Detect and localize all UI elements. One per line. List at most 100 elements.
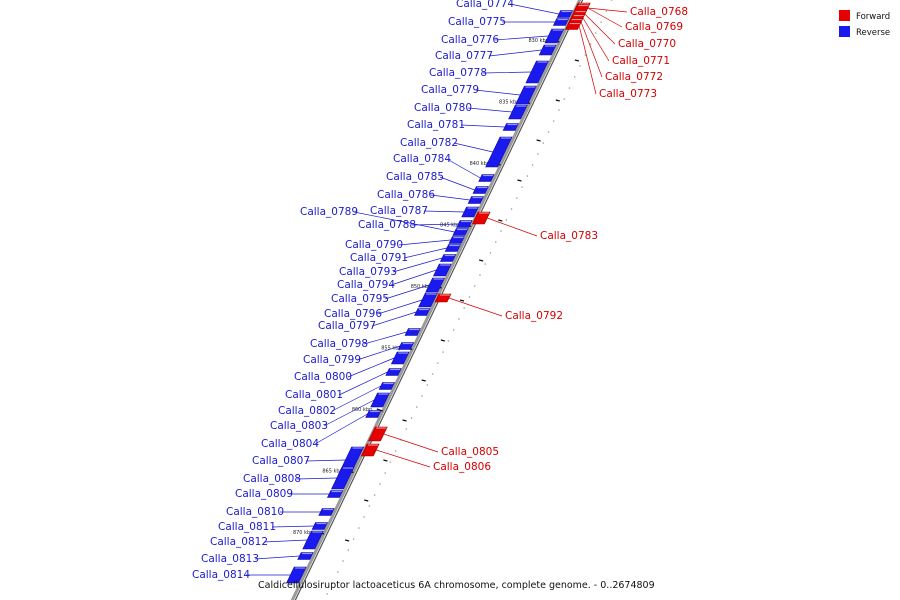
gene-label-calla-0772[interactable]: Calla_0772 (605, 71, 663, 83)
gene-calla-0776[interactable] (544, 28, 565, 44)
gene-label-calla-0786[interactable]: Calla_0786 (377, 189, 435, 201)
gene-calla-0779[interactable] (515, 85, 537, 105)
gene-block[interactable] (508, 104, 528, 120)
gene-calla-0777[interactable] (538, 44, 557, 56)
gene-label-calla-0774[interactable]: Calla_0774 (456, 0, 514, 10)
gene-block[interactable] (360, 443, 380, 457)
gene-label-calla-0796[interactable]: Calla_0796 (324, 308, 382, 320)
gene-label-calla-0804[interactable]: Calla_0804 (261, 438, 319, 450)
gene-calla-0801[interactable] (385, 368, 402, 376)
gene-block[interactable] (544, 28, 565, 44)
gene-calla-0778[interactable] (525, 60, 549, 84)
gene-block[interactable] (456, 220, 473, 228)
gene-calla-0785[interactable] (472, 186, 489, 194)
gene-label-calla-0788[interactable]: Calla_0788 (358, 219, 416, 231)
gene-calla-0775[interactable] (552, 18, 570, 26)
gene-label-calla-0809[interactable]: Calla_0809 (235, 488, 293, 500)
gene-label-calla-0814[interactable]: Calla_0814 (192, 569, 250, 581)
gene-label-calla-0783[interactable]: Calla_0783 (540, 230, 598, 242)
gene-label-calla-0785[interactable]: Calla_0785 (386, 171, 444, 183)
gene-block[interactable] (556, 10, 574, 18)
gene-calla-0784[interactable] (478, 174, 495, 182)
gene-calla-0773[interactable] (565, 22, 582, 30)
gene-block[interactable] (471, 211, 491, 225)
gene-block[interactable] (397, 342, 415, 350)
gene-block[interactable] (297, 552, 314, 560)
gene-label-calla-0768[interactable]: Calla_0768 (630, 6, 688, 18)
gene-block[interactable] (439, 254, 457, 262)
gene-block[interactable] (525, 60, 549, 84)
gene-calla-0789[interactable] (452, 228, 469, 236)
gene-calla-0793[interactable] (439, 254, 457, 262)
gene-block[interactable] (326, 490, 344, 498)
gene-calla-0804[interactable] (365, 410, 382, 418)
gene-label-calla-0813[interactable]: Calla_0813 (201, 553, 259, 565)
gene-block[interactable] (565, 22, 582, 30)
gene-label-calla-0782[interactable]: Calla_0782 (400, 137, 458, 149)
gene-block[interactable] (390, 351, 410, 365)
gene-block[interactable] (467, 196, 485, 204)
gene-label-calla-0794[interactable]: Calla_0794 (337, 279, 395, 291)
gene-calla-0795[interactable] (425, 277, 446, 293)
gene-label-calla-0779[interactable]: Calla_0779 (421, 84, 479, 96)
gene-calla-0782[interactable] (485, 136, 513, 168)
gene-calla-0802[interactable] (378, 382, 395, 390)
gene-block[interactable] (515, 85, 537, 105)
gene-calla-0809[interactable] (326, 490, 344, 498)
gene-block[interactable] (552, 18, 570, 26)
gene-block[interactable] (302, 530, 324, 550)
gene-block[interactable] (425, 277, 446, 293)
gene-block[interactable] (418, 292, 438, 308)
gene-calla-0808[interactable] (331, 466, 355, 490)
gene-label-calla-0800[interactable]: Calla_0800 (294, 371, 352, 383)
gene-calla-0810[interactable] (318, 508, 335, 516)
gene-block[interactable] (461, 206, 479, 218)
gene-calla-0783[interactable] (471, 211, 491, 225)
gene-label-calla-0812[interactable]: Calla_0812 (210, 536, 268, 548)
gene-calla-0774[interactable] (556, 10, 574, 18)
gene-calla-0780[interactable] (508, 104, 528, 120)
gene-label-calla-0806[interactable]: Calla_0806 (433, 461, 491, 473)
gene-calla-0797[interactable] (414, 308, 431, 316)
gene-block[interactable] (385, 368, 402, 376)
gene-calla-0811[interactable] (311, 522, 328, 530)
gene-calla-0781[interactable] (502, 123, 519, 131)
gene-block[interactable] (452, 228, 469, 236)
gene-block[interactable] (448, 236, 465, 244)
gene-calla-0796[interactable] (418, 292, 438, 308)
gene-calla-0791[interactable] (444, 244, 462, 252)
gene-calla-0788[interactable] (456, 220, 473, 228)
gene-label-calla-0807[interactable]: Calla_0807 (252, 455, 310, 467)
gene-label-calla-0771[interactable]: Calla_0771 (612, 55, 670, 67)
gene-label-calla-0793[interactable]: Calla_0793 (339, 266, 397, 278)
gene-block[interactable] (378, 382, 395, 390)
gene-block[interactable] (472, 186, 489, 194)
gene-calla-0769[interactable] (573, 4, 590, 12)
gene-label-calla-0787[interactable]: Calla_0787 (370, 205, 428, 217)
gene-label-calla-0805[interactable]: Calla_0805 (441, 446, 499, 458)
gene-calla-0812[interactable] (302, 530, 324, 550)
gene-label-calla-0803[interactable]: Calla_0803 (270, 420, 328, 432)
gene-label-calla-0790[interactable]: Calla_0790 (345, 239, 403, 251)
gene-block[interactable] (404, 328, 421, 336)
gene-label-calla-0811[interactable]: Calla_0811 (218, 521, 276, 533)
gene-label-calla-0810[interactable]: Calla_0810 (226, 506, 284, 518)
gene-calla-0806[interactable] (360, 443, 380, 457)
gene-label-calla-0777[interactable]: Calla_0777 (435, 50, 493, 62)
gene-label-calla-0797[interactable]: Calla_0797 (318, 320, 376, 332)
gene-calla-0786[interactable] (467, 196, 485, 204)
gene-block[interactable] (538, 44, 557, 56)
gene-label-calla-0776[interactable]: Calla_0776 (441, 34, 499, 46)
gene-block[interactable] (478, 174, 495, 182)
gene-block[interactable] (286, 566, 307, 584)
gene-label-calla-0789[interactable]: Calla_0789 (300, 206, 358, 218)
gene-label-calla-0808[interactable]: Calla_0808 (243, 473, 301, 485)
gene-calla-0805[interactable] (368, 426, 388, 442)
gene-block[interactable] (414, 308, 431, 316)
gene-label-calla-0780[interactable]: Calla_0780 (414, 102, 472, 114)
gene-label-calla-0781[interactable]: Calla_0781 (407, 119, 465, 131)
gene-calla-0790[interactable] (448, 236, 465, 244)
gene-calla-0803[interactable] (370, 392, 390, 408)
gene-label-calla-0802[interactable]: Calla_0802 (278, 405, 336, 417)
gene-block[interactable] (433, 263, 452, 277)
